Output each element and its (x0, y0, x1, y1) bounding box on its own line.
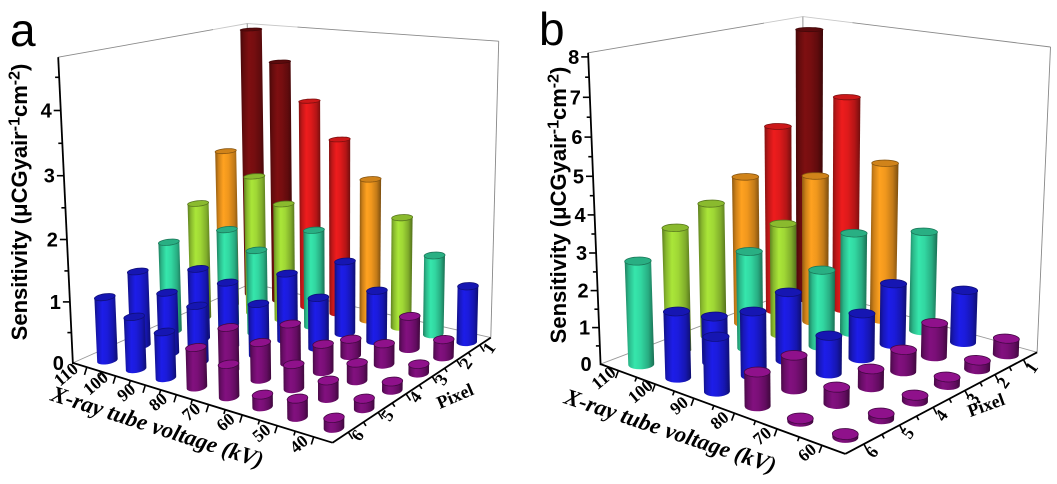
svg-text:8: 8 (568, 47, 579, 69)
svg-text:2: 2 (47, 230, 58, 252)
svg-text:2: 2 (577, 281, 588, 303)
svg-text:0: 0 (580, 354, 591, 376)
svg-text:1: 1 (50, 292, 61, 314)
svg-text:7: 7 (570, 87, 581, 109)
svg-text:b: b (539, 3, 565, 55)
svg-text:4: 4 (41, 101, 53, 123)
svg-text:3: 3 (576, 243, 587, 265)
svg-text:Sensitivity (μCGyair-1cm-2): Sensitivity (μCGyair-1cm-2) (546, 67, 572, 344)
svg-text:4: 4 (574, 205, 586, 227)
svg-text:5: 5 (573, 166, 584, 188)
svg-text:6: 6 (571, 127, 582, 149)
svg-text:3: 3 (44, 166, 55, 188)
svg-text:1: 1 (579, 318, 590, 340)
svg-text:Sensitivity (μCGyair-1cm-2): Sensitivity (μCGyair-1cm-2) (7, 64, 33, 341)
svg-text:a: a (10, 4, 36, 56)
